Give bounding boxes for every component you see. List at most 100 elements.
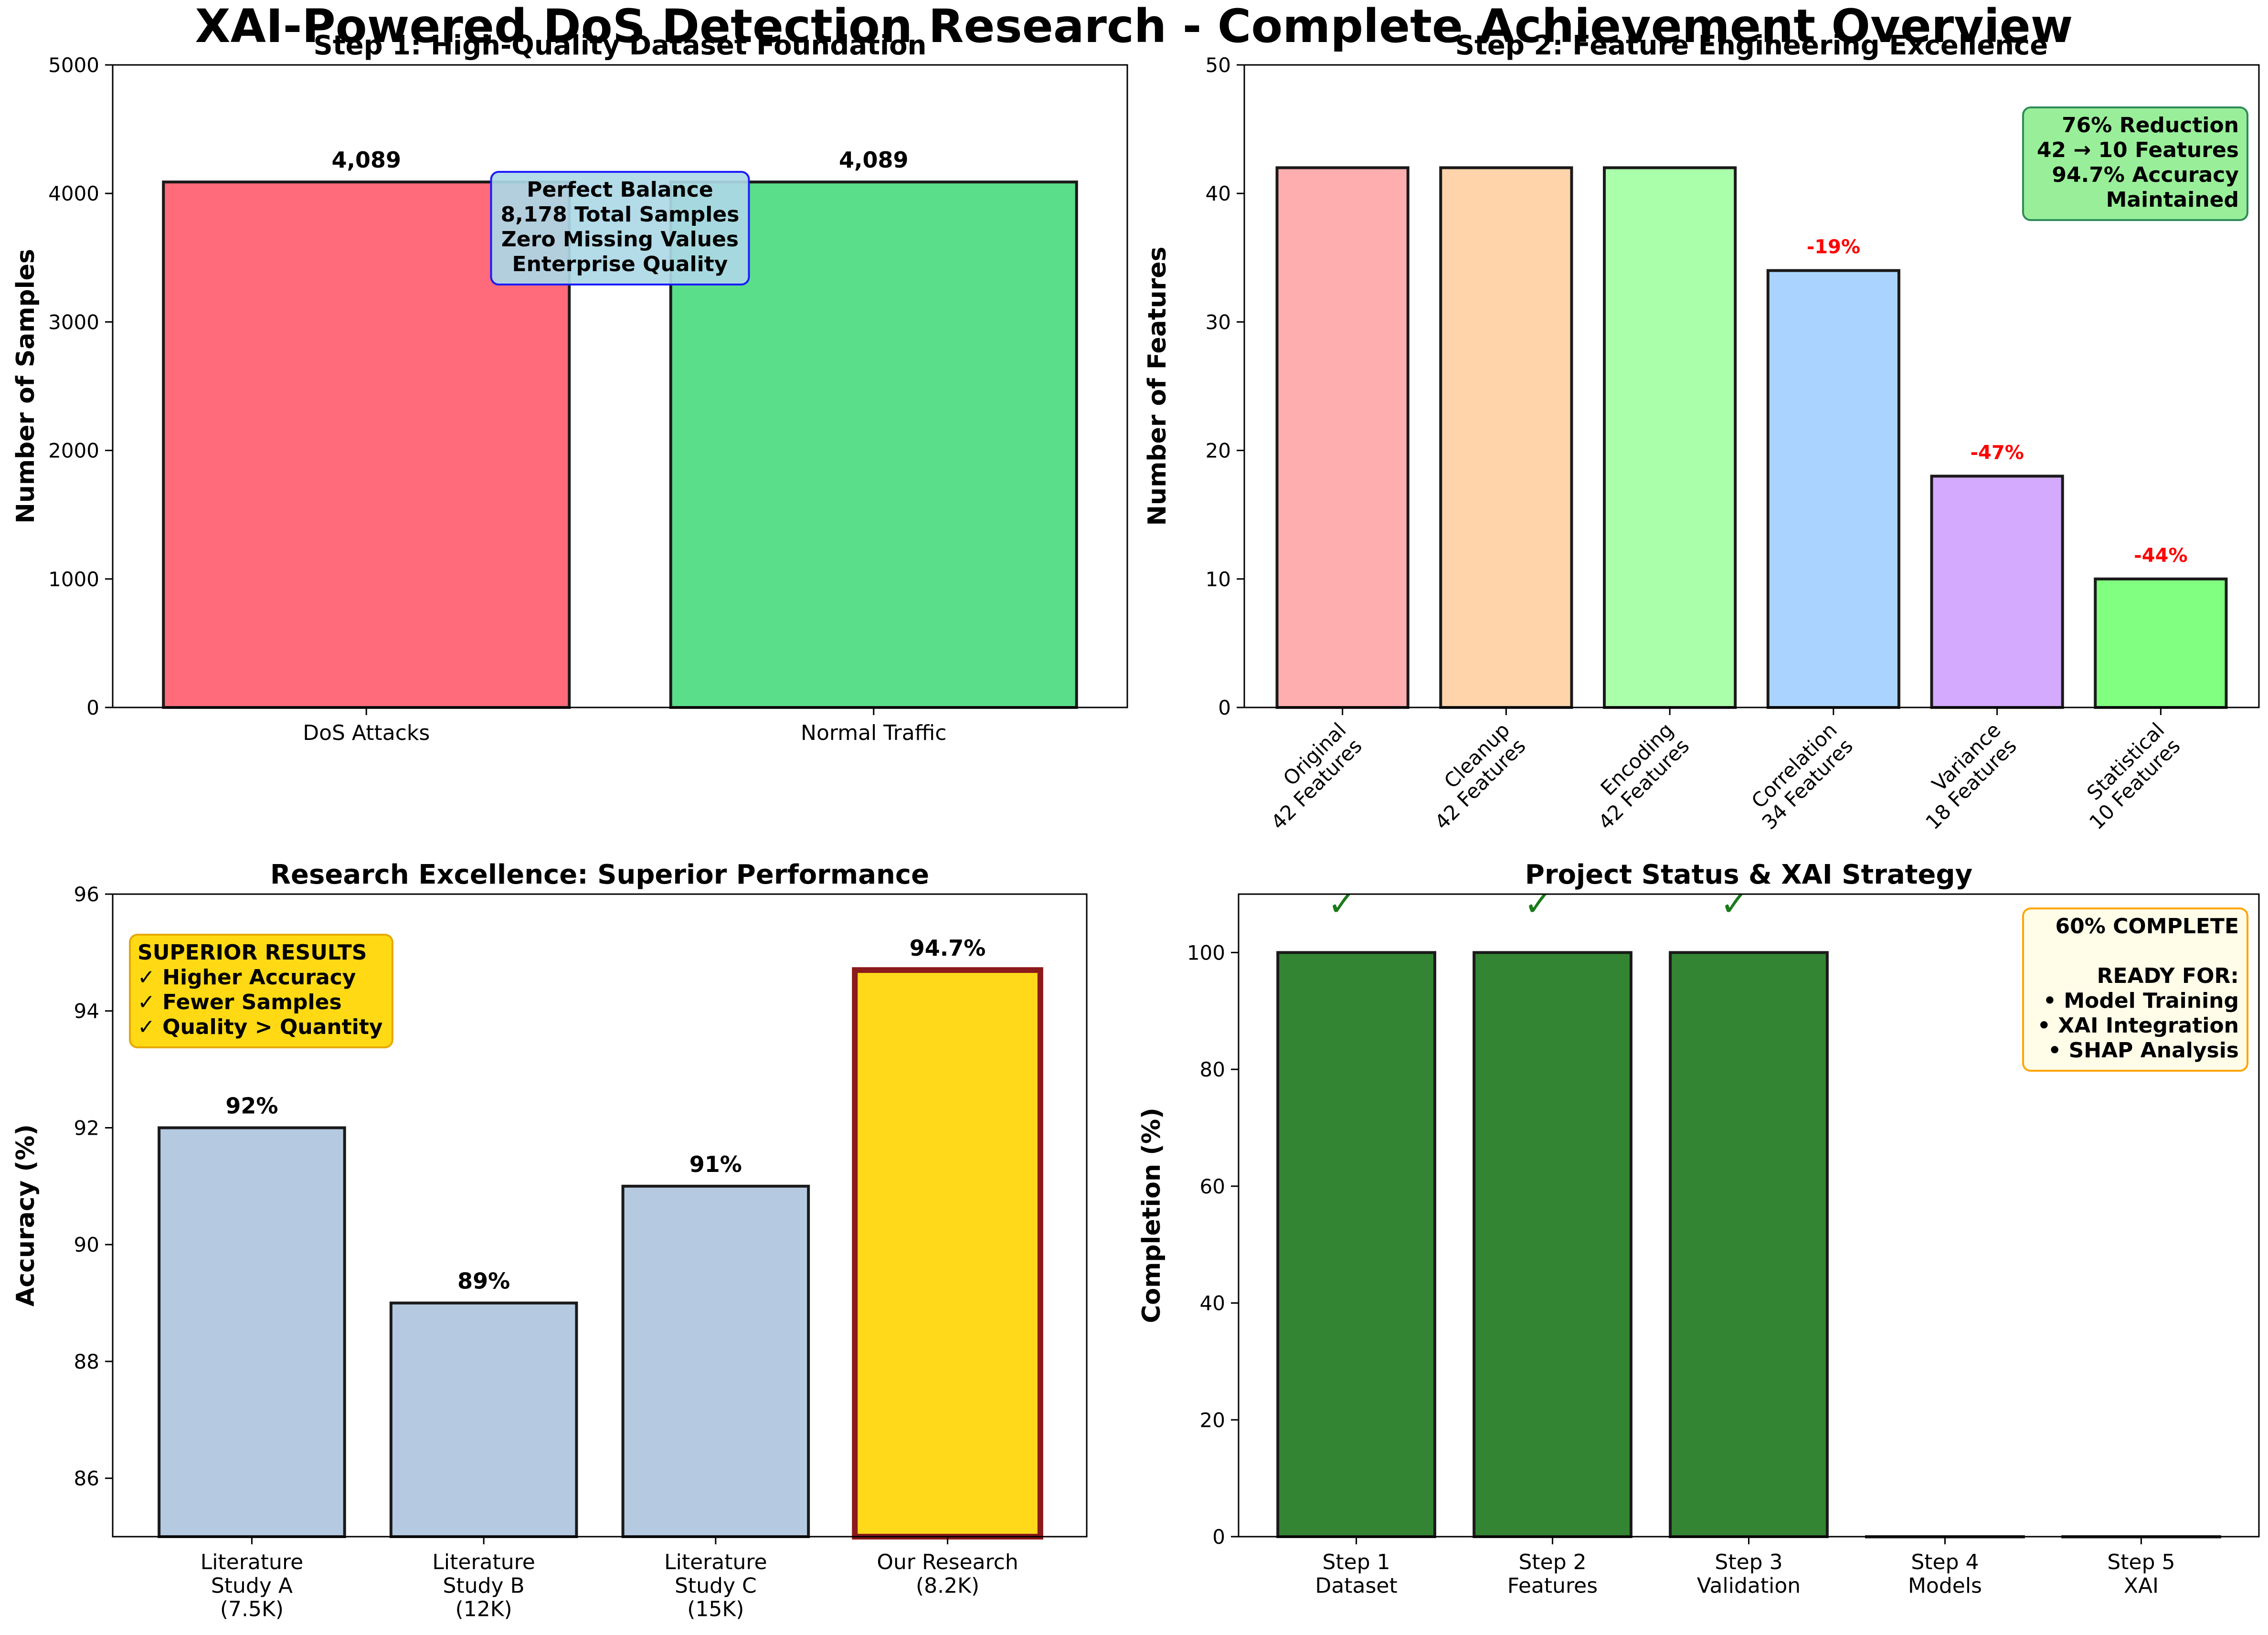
annotation-line: READY FOR:: [2097, 964, 2239, 988]
reduction-label: -44%: [2134, 545, 2187, 567]
bar: [1473, 951, 1632, 1538]
annotation-line: • SHAP Analysis: [2048, 1038, 2239, 1063]
annotation-line: Maintained: [2106, 188, 2239, 212]
y-tick-label: 0: [1218, 696, 1231, 719]
bar: [158, 1126, 346, 1539]
x-tick-label-line: Step 4: [1911, 1550, 1979, 1574]
x-tick-label-line: Study C: [675, 1573, 757, 1598]
x-tick-label: Literature Study B (12K): [432, 1550, 535, 1622]
y-tick-label: 0: [1212, 1525, 1225, 1549]
y-tick-label: 40: [1206, 182, 1231, 205]
y-axis-label: Number of Features: [1143, 247, 1172, 526]
annotation-line: 8,178 Total Samples: [501, 202, 740, 227]
bar: [1766, 269, 1900, 709]
panel-title: Step 1: High-Quality Dataset Foundation: [314, 30, 927, 61]
annotation-box: [129, 934, 393, 1048]
x-tick-label-line: Step 5: [2107, 1550, 2175, 1574]
x-tick-label: Step 2 Features: [1507, 1550, 1598, 1598]
annotation-line: Perfect Balance: [527, 178, 713, 202]
y-tick-label: 40: [1200, 1292, 1225, 1315]
x-tick-label: Our Research (8.2K): [877, 1550, 1018, 1598]
x-tick-label-line: (15K): [687, 1597, 744, 1622]
x-tick-label-line: Literature: [664, 1550, 767, 1574]
panel-dataset: Step 1: High-Quality Dataset Foundation 0…: [11, 30, 1128, 745]
x-tick-label-line: Our Research: [877, 1550, 1018, 1574]
x-tick-label-line: Models: [1908, 1573, 1982, 1598]
panel-title: Project Status & XAI Strategy: [1525, 859, 1972, 890]
x-tick-label-line: XAI: [2124, 1573, 2159, 1598]
y-tick-label: 60: [1200, 1175, 1225, 1198]
x-tick-label: Step 4 Models: [1908, 1550, 1982, 1598]
bar: [1669, 951, 1829, 1538]
annotation-line: 60% COMPLETE: [2055, 914, 2239, 939]
y-tick-label: 4000: [48, 182, 99, 205]
x-tick-label-line: Step 2: [1518, 1550, 1586, 1574]
x-tick-label: Step 1 Dataset: [1315, 1550, 1397, 1598]
panel-status: Project Status & XAI Strategy 0 20 40 60 80 10…: [1137, 859, 2260, 1598]
panel-title: Step 2: Feature Engineering Excellence: [1455, 30, 2048, 61]
bar-value-label: 92%: [225, 1093, 278, 1118]
x-tick-label-line: Dataset: [1315, 1573, 1397, 1598]
x-tick-label-line: (8.2K): [916, 1573, 979, 1598]
bar: [1930, 475, 2064, 709]
x-tick-label-line: Step 3: [1715, 1550, 1782, 1574]
y-tick-label: 20: [1200, 1408, 1225, 1432]
annotation-line: 42 → 10 Features: [2037, 138, 2239, 162]
y-tick-label: 88: [74, 1350, 99, 1373]
x-tick-label: DoS Attacks: [303, 721, 430, 745]
x-tick-label-line: Normal Traffic: [801, 721, 946, 745]
annotation-box: [2022, 907, 2248, 1072]
y-tick-label: 94: [74, 1000, 99, 1023]
annotation-line: Enterprise Quality: [512, 252, 728, 276]
y-tick-label: 50: [1206, 53, 1231, 77]
bar-value-label: 4,089: [331, 147, 401, 173]
x-tick-label-line: DoS Attacks: [303, 721, 430, 745]
annotation-line: SUPERIOR RESULTS: [138, 940, 367, 965]
y-tick-label: 1000: [48, 568, 99, 591]
annotation-line: 76% Reduction: [2062, 113, 2239, 137]
annotation-line: ✓ Quality > Quantity: [138, 1015, 383, 1039]
bar-value-label: 91%: [689, 1151, 742, 1177]
annotation-box: [490, 171, 750, 285]
y-tick-label: 10: [1206, 568, 1231, 591]
annotation-box: [2022, 106, 2248, 221]
y-axis-label: Number of Samples: [11, 249, 40, 523]
annotation-line: ✓ Fewer Samples: [138, 990, 342, 1014]
axes-frame: [1238, 893, 2260, 1538]
bar: [1603, 166, 1737, 709]
check-mark-icon: ✓: [1327, 883, 1356, 923]
annotation-line: • XAI Integration: [2037, 1013, 2239, 1038]
bar: [1439, 166, 1573, 709]
bar: [1276, 951, 1436, 1538]
bar: [852, 967, 1043, 1540]
reduction-label: -19%: [1807, 236, 1860, 258]
annotation-line: 94.7% Accuracy: [2052, 163, 2239, 187]
x-tick-label-line: Features: [1507, 1573, 1598, 1598]
x-tick-label-line: Study B: [443, 1573, 525, 1598]
x-tick-label: Literature Study A (7.5K): [201, 1550, 303, 1622]
bar-value-label: 4,089: [839, 147, 909, 173]
reduction-label: -47%: [1970, 442, 2024, 464]
x-tick-label: Literature Study C (15K): [664, 1550, 767, 1622]
bar-value-label: 89%: [457, 1268, 510, 1294]
bar: [1275, 166, 1410, 709]
x-tick-label-line: Study A: [211, 1573, 293, 1598]
panel-accuracy: Research Excellence: Superior Performanc…: [11, 859, 1088, 1622]
bar: [2094, 577, 2228, 709]
x-tick-label: Normal Traffic: [801, 721, 946, 745]
check-mark-icon: ✓: [1524, 883, 1552, 923]
x-tick-label: Step 5 XAI: [2107, 1550, 2175, 1598]
x-tick-label-line: Literature: [201, 1550, 303, 1574]
check-mark-icon: ✓: [1720, 883, 1749, 923]
axes-frame: [112, 893, 1088, 1538]
x-tick-label-line: Literature: [432, 1550, 535, 1574]
y-axis-label: Accuracy (%): [11, 1124, 40, 1307]
x-tick-label-line: Step 1: [1322, 1550, 1390, 1574]
axes-frame: [112, 64, 1128, 708]
x-tick-label-line: (12K): [456, 1597, 512, 1622]
y-tick-label: 96: [74, 883, 99, 906]
y-tick-label: 3000: [48, 310, 99, 334]
annotation-line: • Model Training: [2043, 989, 2239, 1013]
axes-frame: [1243, 64, 2260, 708]
